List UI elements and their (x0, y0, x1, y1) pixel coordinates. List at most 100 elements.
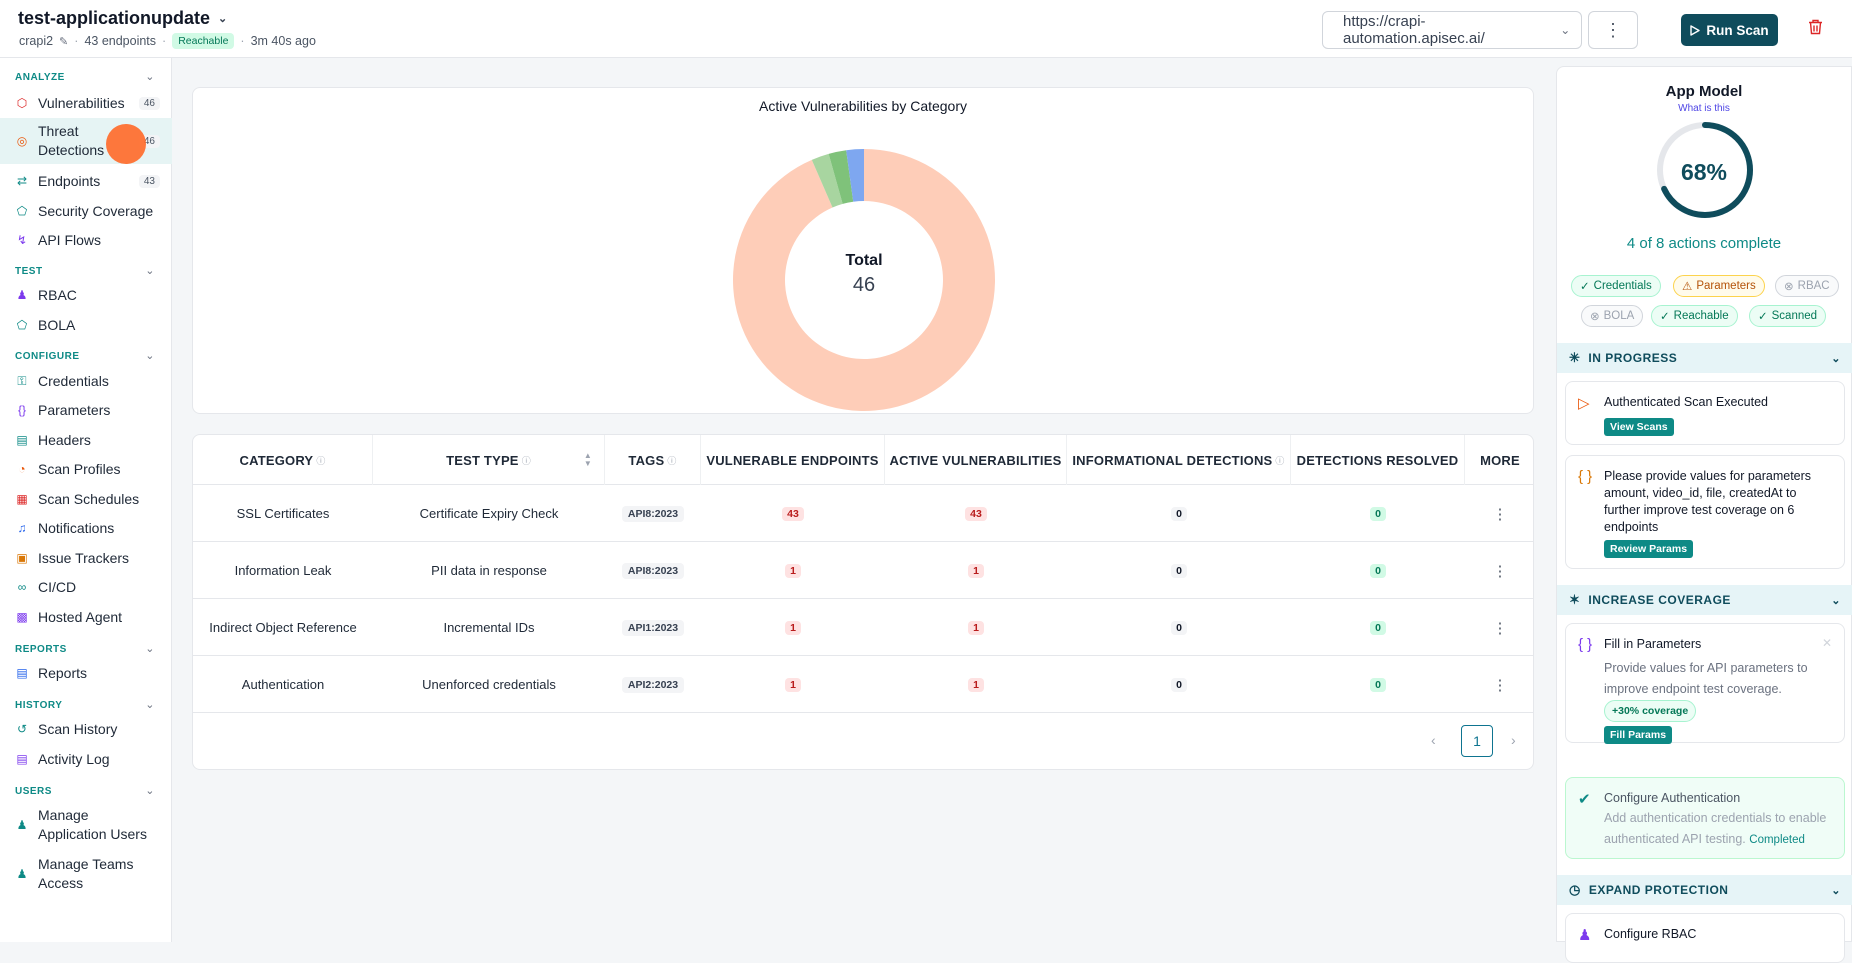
reachable-badge: Reachable (172, 33, 235, 49)
sidebar-item-bola[interactable]: ⬠ BOLA (0, 311, 172, 339)
row-menu-icon[interactable]: ⋮ (1492, 619, 1508, 637)
sidebar-item-endpoints[interactable]: ⇄ Endpoints 43 (0, 167, 172, 195)
sidebar-item-headers[interactable]: ▤ Headers (0, 426, 172, 454)
chevron-left-icon[interactable]: ‹ (1431, 732, 1436, 748)
sidebar-item-manage-teams-access[interactable]: ♟ Manage Teams Access (0, 852, 172, 896)
section-test[interactable]: TEST ⌄ (15, 265, 155, 277)
trash-icon[interactable] (1808, 19, 1823, 40)
log-icon: ▤ (16, 752, 28, 766)
sidebar-item-hosted-agent[interactable]: ▩ Hosted Agent (0, 603, 172, 631)
sidebar-item-rbac[interactable]: ♟ RBAC (0, 281, 172, 309)
fill-params-button[interactable]: Fill Params (1604, 726, 1673, 744)
row-menu-icon[interactable]: ⋮ (1492, 505, 1508, 523)
sidebar-item-notifications[interactable]: ♫ Notifications (0, 514, 172, 542)
resolved-badge: 0 (1370, 677, 1386, 692)
sidebar-item-credentials[interactable]: ⚿ Credentials (0, 367, 172, 395)
card-fill-parameters: { } Fill in Parameters ✕ Provide values … (1565, 623, 1845, 744)
view-scans-button[interactable]: View Scans (1604, 418, 1674, 436)
sort-icon[interactable]: ▲ ▼ (583, 451, 592, 468)
users-icon: ♟ (16, 288, 28, 302)
donut-slice-ssl-certificates[interactable] (733, 149, 996, 412)
sidebar-item-api-flows[interactable]: ↯ API Flows (0, 226, 172, 254)
sidebar-item-scan-schedules[interactable]: ▦ Scan Schedules (0, 485, 172, 513)
table-row[interactable]: Information Leak PII data in response AP… (193, 542, 1533, 599)
column-header-test-type[interactable]: TEST TYPE ⓘ ▲ ▼ (373, 435, 605, 485)
donut-center-label: Total (845, 252, 882, 269)
cell-category: Information Leak (234, 563, 332, 578)
chip-reachable[interactable]: ✓ Reachable (1651, 305, 1738, 327)
sidebar-item-parameters[interactable]: {} Parameters (0, 396, 172, 424)
table-row[interactable]: SSL Certificates Certificate Expiry Chec… (193, 485, 1533, 542)
chip-credentials[interactable]: ✓ Credentials (1571, 275, 1661, 297)
donut-slice-indirect-object-reference[interactable] (828, 150, 854, 204)
donut-slice-authentication[interactable] (846, 149, 864, 202)
column-header-tags[interactable]: TAGS ⓘ (605, 435, 701, 485)
sidebar-item-scan-profiles[interactable]: ◔ Scan Profiles (0, 455, 172, 483)
calendar-icon: ▦ (16, 492, 28, 506)
chip-parameters[interactable]: ⚠ Parameters (1673, 275, 1765, 297)
section-configure[interactable]: CONFIGURE ⌄ (15, 350, 155, 362)
vulnerable-endpoints-badge: 1 (785, 620, 801, 635)
section-in-progress[interactable]: ✳ IN PROGRESS ⌄ (1557, 343, 1852, 373)
column-header-detections-resolved[interactable]: DETECTIONS RESOLVED (1291, 435, 1465, 485)
what-is-this-link[interactable]: What is this (1678, 103, 1730, 114)
page-number-button[interactable]: 1 (1461, 725, 1493, 757)
cell-test-type: Incremental IDs (443, 620, 535, 635)
pencil-icon[interactable]: ✎ (59, 35, 69, 48)
sidebar-item-issue-trackers[interactable]: ▣ Issue Trackers (0, 544, 172, 572)
cell-category: SSL Certificates (236, 506, 330, 521)
braces-icon: {} (17, 403, 26, 417)
chevron-down-icon: ⌄ (145, 643, 155, 655)
x-circle-icon: ⊗ (1784, 281, 1794, 293)
review-params-button[interactable]: Review Params (1604, 540, 1694, 558)
active-vulnerabilities-badge: 1 (968, 677, 984, 692)
section-expand-protection[interactable]: ◷ EXPAND PROTECTION ⌄ (1557, 875, 1852, 905)
section-users[interactable]: USERS ⌄ (15, 785, 155, 797)
tag-badge: API8:2023 (621, 562, 685, 579)
close-icon[interactable]: ✕ (1821, 636, 1832, 650)
chip-rbac[interactable]: ⊗ RBAC (1775, 275, 1839, 297)
run-scan-label: Run Scan (1706, 22, 1769, 38)
chevron-right-icon[interactable]: › (1511, 732, 1516, 748)
active-vulnerabilities-badge: 1 (968, 620, 984, 635)
column-header-informational-detections[interactable]: INFORMATIONAL DETECTIONS ⓘ (1067, 435, 1291, 485)
run-scan-button[interactable]: Run Scan (1681, 14, 1778, 46)
active-vulnerabilities-badge: 1 (968, 563, 984, 578)
table-row[interactable]: Authentication Unenforced credentials AP… (193, 656, 1533, 713)
cursor-indicator (106, 124, 146, 164)
app-selector[interactable]: test-applicationupdate ⌄ (18, 8, 227, 29)
sidebar-item-ci-cd[interactable]: ∞ CI/CD (0, 573, 172, 601)
users-icon: ♟ (16, 818, 28, 832)
info-icon: ⓘ (667, 455, 677, 466)
section-analyze[interactable]: ANALYZE ⌄ (15, 71, 155, 83)
column-header-active-vulnerabilities[interactable]: ACTIVE VULNERABILITIES (885, 435, 1067, 485)
sidebar-item-vulnerabilities[interactable]: ⬡ Vulnerabilities 46 (0, 89, 172, 117)
informational-badge: 0 (1171, 677, 1187, 692)
table-row[interactable]: Indirect Object Reference Incremental ID… (193, 599, 1533, 656)
sidebar-item-scan-history[interactable]: ↺ Scan History (0, 715, 172, 743)
row-menu-icon[interactable]: ⋮ (1492, 676, 1508, 694)
sidebar-item-threat-detections[interactable]: ◎ Threat Detections 46 (0, 118, 172, 164)
section-reports[interactable]: REPORTS ⌄ (15, 643, 155, 655)
url-selector[interactable]: https://crapi-automation.apisec.ai/ ⌄ (1322, 11, 1582, 49)
more-options-button[interactable]: ⋮ (1588, 11, 1638, 49)
chevron-down-icon: ⌄ (1831, 594, 1841, 607)
cell-category: Authentication (241, 677, 325, 692)
donut-slice-information-leak[interactable] (811, 153, 843, 208)
section-increase-coverage[interactable]: ✶ INCREASE COVERAGE ⌄ (1557, 585, 1852, 615)
chevron-down-icon: ⌄ (145, 785, 155, 797)
endpoints-icon: ⇄ (16, 174, 28, 188)
section-history[interactable]: HISTORY ⌄ (15, 699, 155, 711)
column-header-more: MORE (1480, 452, 1520, 468)
column-header-vulnerable-endpoints[interactable]: VULNERABLE ENDPOINTS (701, 435, 885, 485)
chip-scanned[interactable]: ✓ Scanned (1749, 305, 1827, 327)
vulnerable-endpoints-badge: 1 (785, 563, 801, 578)
sidebar-item-activity-log[interactable]: ▤ Activity Log (0, 745, 172, 773)
sidebar-item-security-coverage[interactable]: ⬠ Security Coverage (0, 197, 172, 225)
sidebar-item-reports[interactable]: ▤ Reports (0, 659, 172, 687)
column-header-category[interactable]: CATEGORY ⓘ (193, 435, 373, 485)
active-vulnerabilities-badge: 43 (965, 506, 987, 521)
row-menu-icon[interactable]: ⋮ (1492, 562, 1508, 580)
chip-bola[interactable]: ⊗ BOLA (1581, 305, 1644, 327)
sidebar-item-manage-application-users[interactable]: ♟ Manage Application Users (0, 803, 172, 847)
